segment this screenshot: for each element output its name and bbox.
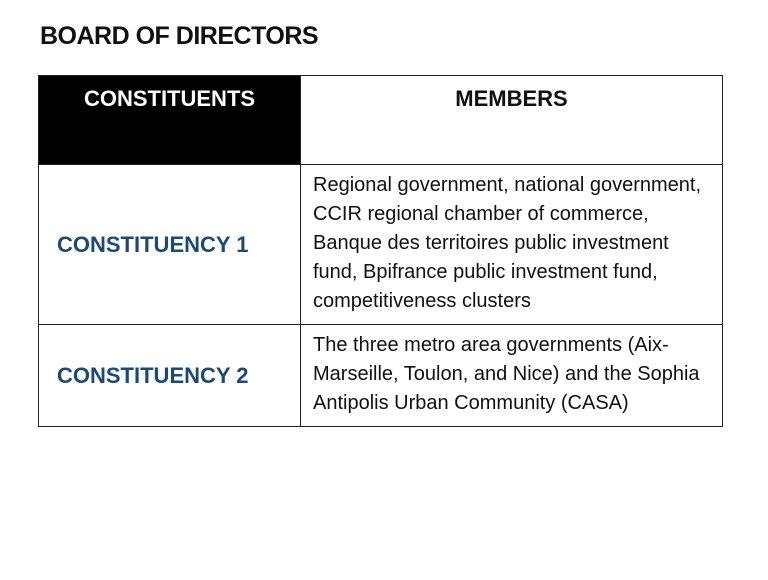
members-cell: The three metro area governments (Aix-Ma… [300, 324, 723, 427]
board-table: CONSTITUENTS MEMBERS CONSTITUENCY 1 Regi… [38, 75, 723, 427]
table-row: CONSTITUENCY 2 The three metro area gove… [38, 324, 723, 427]
title: BOARD OF DIRECTORS [40, 22, 319, 50]
table-row: CONSTITUENCY 1 Regional government, nati… [38, 164, 723, 325]
constituency-cell: CONSTITUENCY 2 [38, 324, 301, 427]
column-header: CONSTITUENTS [38, 75, 301, 165]
header-row: CONSTITUENTS MEMBERS [38, 75, 723, 165]
members-cell: Regional government, national government… [300, 164, 723, 325]
column-header: MEMBERS [300, 75, 723, 165]
constituency-cell: CONSTITUENCY 1 [38, 164, 301, 325]
